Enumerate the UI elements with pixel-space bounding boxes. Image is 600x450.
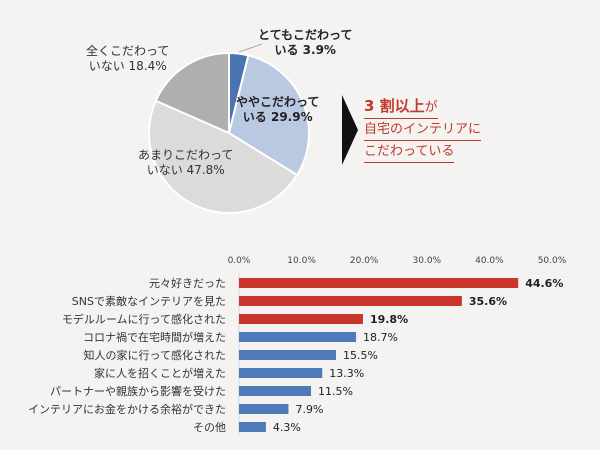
value-label: 35.6% [469, 295, 507, 308]
value-label: 19.8% [370, 313, 408, 326]
callout-text: 3 割以上が 自宅のインテリアに こだわっている [364, 96, 482, 163]
bar [239, 314, 363, 324]
category-label: コロナ禍で在宅時間が増えた [83, 330, 226, 344]
category-label: インテリアにお金をかける余裕ができた [28, 402, 226, 416]
x-tick-label: 30.0% [413, 256, 442, 266]
category-label: 元々好きだった [149, 276, 226, 290]
x-tick-label: 50.0% [538, 256, 567, 266]
bar [239, 404, 289, 414]
bar [239, 350, 337, 360]
pie-label-not-at-all: 全くこだわって いない 18.4% [86, 44, 170, 73]
x-tick-label: 0.0% [228, 256, 251, 266]
value-label: 13.3% [329, 367, 364, 380]
bar [239, 368, 323, 378]
pie-slice [154, 51, 230, 135]
bar [239, 296, 462, 306]
bar [239, 278, 519, 288]
value-label: 15.5% [343, 349, 378, 362]
category-label: 家に人を招くことが増えた [94, 366, 226, 380]
bar [239, 386, 311, 396]
value-label: 11.5% [318, 385, 353, 398]
pie-label-very: とてもこだわって いる 3.9% [258, 28, 353, 57]
bar [239, 422, 266, 432]
category-label: その他 [193, 421, 226, 434]
arrow-icon [342, 95, 358, 165]
value-label: 7.9% [295, 403, 323, 416]
value-label: 18.7% [363, 331, 398, 344]
category-label: モデルルームに行って感化された [62, 312, 226, 326]
category-label: SNSで素敵なインテリアを見た [72, 295, 226, 308]
x-tick-label: 10.0% [287, 256, 316, 266]
leader-line [238, 43, 263, 53]
x-tick-label: 40.0% [475, 256, 504, 266]
category-label: 知人の家に行って感化された [84, 348, 226, 362]
value-label: 44.6% [525, 277, 563, 290]
pie-slice [148, 99, 299, 214]
pie-label-not-much: あまりこだわって いない 47.8% [138, 148, 234, 177]
value-label: 4.3% [273, 421, 301, 434]
bar [239, 332, 357, 342]
category-label: パートナーや親族から影響を受けた [50, 384, 226, 398]
pie-label-somewhat: ややこだわって いる 29.9% [236, 95, 320, 124]
x-tick-label: 20.0% [350, 256, 379, 266]
